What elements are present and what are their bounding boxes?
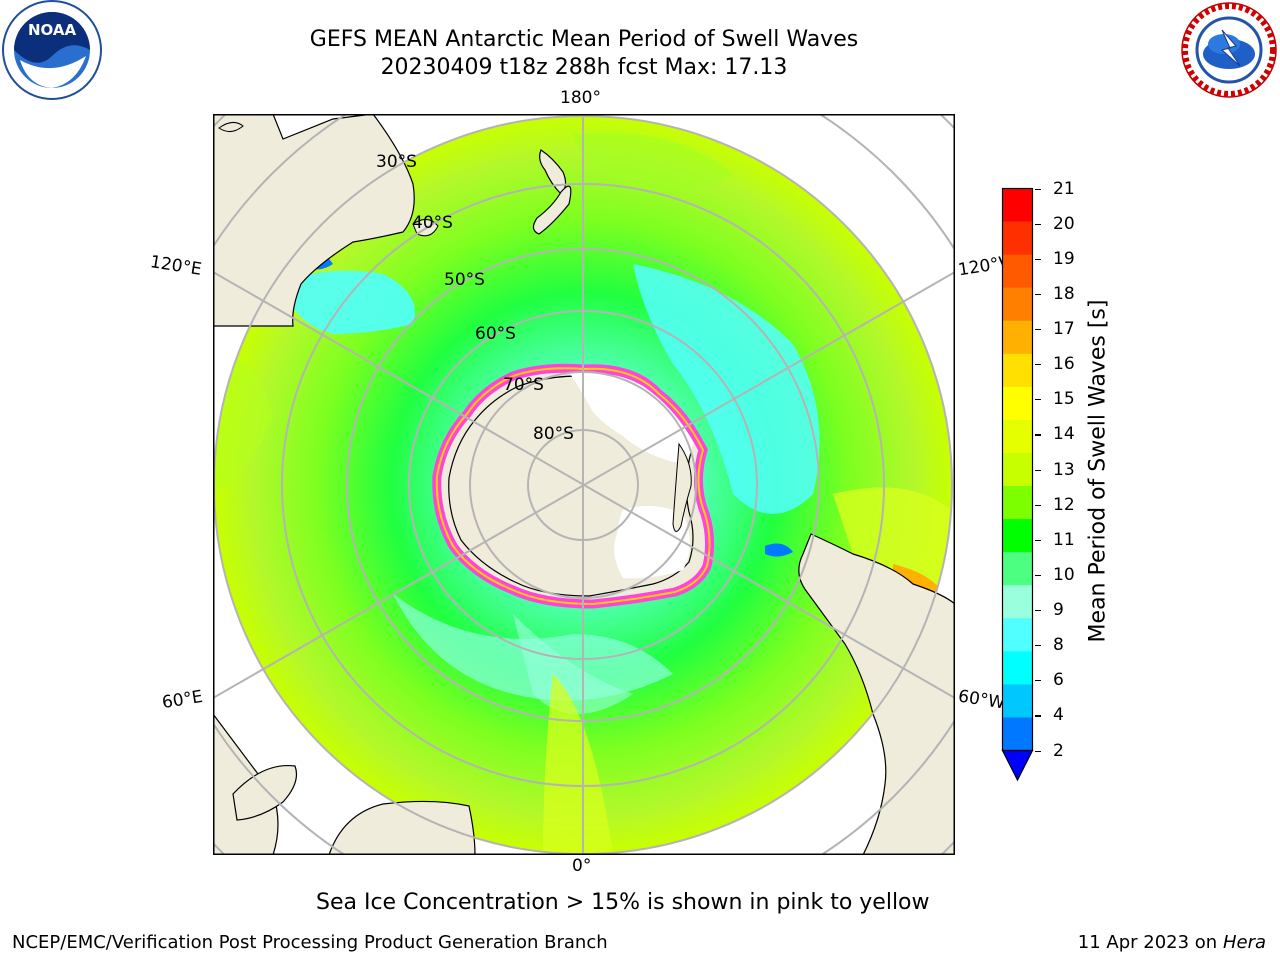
colorbar-tick-label: 12: [1053, 494, 1075, 515]
colorbar-tick-label: 14: [1053, 424, 1075, 445]
lat-label-40: 40°S: [412, 213, 453, 233]
sea-ice-caption: Sea Ice Concentration > 15% is shown in …: [316, 890, 930, 915]
land-south-america: [798, 533, 955, 855]
colorbar-tick-mark: [1035, 645, 1041, 647]
lat-label-60: 60°S: [475, 324, 516, 344]
colorbar-tick-mark: [1035, 434, 1041, 436]
colorbar-tick-label: 9: [1053, 600, 1064, 620]
colorbar-block: [1002, 486, 1033, 520]
colorbar-tick-mark: [1035, 574, 1041, 577]
lon-label-top: 180°: [560, 88, 601, 108]
footer-credit: NCEP/EMC/Verification Post Processing Pr…: [12, 932, 608, 953]
colorbar-block: [1002, 221, 1033, 256]
colorbar-tick-label: 16: [1053, 354, 1075, 375]
colorbar-block: [1002, 419, 1033, 454]
svg-text:NOAA: NOAA: [28, 21, 77, 39]
colorbar-tick-mark: [1035, 680, 1041, 682]
weddell-ice-shelf: [614, 505, 690, 579]
footer-date: 11 Apr 2023 on Hera: [1078, 932, 1266, 953]
colorbar-tick-label: 19: [1053, 248, 1075, 269]
lat-label-50: 50°S: [444, 270, 485, 290]
polar-map: [213, 114, 955, 855]
colorbar-tick-label: 13: [1053, 459, 1075, 480]
land-madagascar: [232, 764, 298, 821]
colorbar-tick-mark: [1035, 188, 1041, 190]
lat-label-80: 80°S: [533, 424, 574, 444]
colorbar-block: [1002, 254, 1033, 289]
colorbar-tick-label: 8: [1053, 635, 1064, 656]
colorbar-block: [1002, 585, 1033, 619]
lat-label-30: 30°S: [376, 152, 417, 172]
colorbar-label: Mean Period of Swell Waves [s]: [1085, 299, 1111, 643]
colorbar-tick-mark: [1035, 750, 1041, 752]
colorbar-block: [1002, 353, 1033, 388]
colorbar-tick-mark: [1035, 258, 1041, 260]
colorbar-block: [1002, 519, 1033, 553]
colorbar-block: [1002, 552, 1033, 586]
colorbar-tick-mark: [1035, 610, 1041, 612]
colorbar-block: [1002, 287, 1033, 322]
noaa-logo: NOAA: [2, 0, 102, 100]
colorbar-tick-label: 2: [1053, 740, 1064, 761]
lon-label-bottom: 0°: [572, 856, 592, 876]
colorbar-tick-mark: [1035, 293, 1041, 296]
colorbar-extend-arrow: [1001, 749, 1034, 782]
colorbar-block: [1002, 651, 1033, 685]
colorbar-tick-label: 6: [1053, 670, 1064, 691]
colorbar-tick-mark: [1035, 364, 1041, 366]
colorbar-tick-label: 17: [1053, 319, 1075, 339]
colorbar-block: [1002, 452, 1033, 487]
colorbar-tick-label: 4: [1053, 705, 1064, 726]
footer-date-text: 11 Apr 2023 on: [1077, 932, 1223, 953]
colorbar-block: [1002, 188, 1033, 223]
colorbar-block: [1002, 320, 1033, 355]
colorbar-block: [1002, 684, 1033, 718]
land-australia: [213, 114, 415, 327]
colorbar-block: [1002, 386, 1033, 421]
colorbar: [1001, 187, 1034, 782]
colorbar-tick-label: 10: [1053, 564, 1075, 585]
colorbar-block: [1002, 717, 1033, 751]
colorbar-tick-label: 20: [1053, 213, 1075, 234]
lon-label-left-lower: 60°E: [160, 686, 205, 714]
colorbar-tick-mark: [1035, 399, 1041, 401]
colorbar-tick-label: 21: [1053, 178, 1075, 199]
lon-label-left-upper: 120°E: [148, 252, 203, 280]
lat-label-70: 70°S: [503, 375, 544, 395]
colorbar-tick-mark: [1035, 469, 1041, 471]
lon-label-right-lower: 60°W: [956, 686, 1007, 714]
nws-logo: [1181, 2, 1277, 98]
chart-subtitle: 20230409 t18z 288h fcst Max: 17.13: [380, 55, 788, 80]
colorbar-tick-mark: [1035, 539, 1041, 541]
colorbar-tick-label: 18: [1053, 283, 1075, 304]
footer-machine: Hera: [1222, 932, 1266, 953]
colorbar-tick-mark: [1035, 223, 1041, 225]
colorbar-block: [1002, 618, 1033, 652]
colorbar-tick-label: 11: [1053, 529, 1075, 550]
colorbar-tick-label: 15: [1053, 389, 1075, 410]
colorbar-tick-mark: [1035, 504, 1041, 506]
colorbar-tick-mark: [1035, 715, 1041, 717]
chart-title: GEFS MEAN Antarctic Mean Period of Swell…: [309, 27, 859, 52]
colorbar-tick-mark: [1035, 329, 1041, 331]
